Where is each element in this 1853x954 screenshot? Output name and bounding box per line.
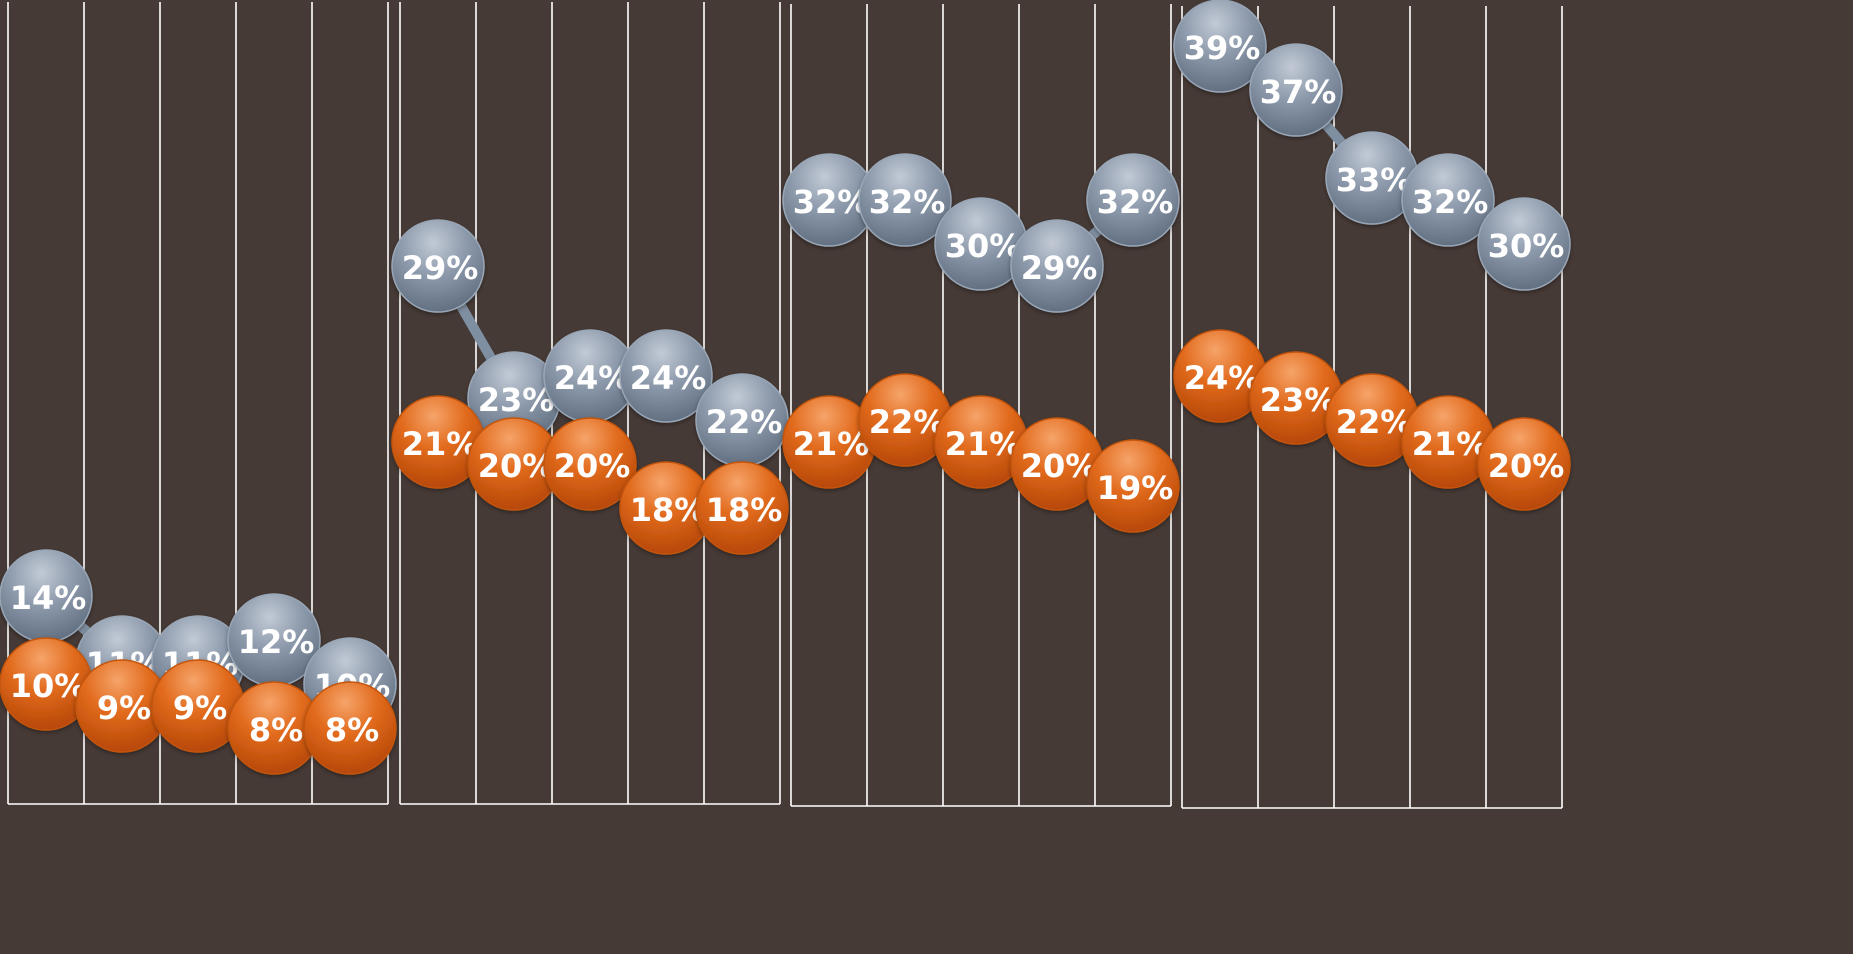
data-point-orange: 18% bbox=[619, 461, 713, 555]
data-point-gray: 12% bbox=[227, 593, 321, 687]
data-label: 22% bbox=[706, 403, 783, 441]
data-label: 29% bbox=[1021, 249, 1098, 287]
data-point-orange: 20% bbox=[467, 417, 561, 511]
bubbles-layer: 14%11%11%12%10%10%9%9%8%8%29%23%24%24%22… bbox=[0, 0, 1571, 775]
data-point-gray: 32% bbox=[1401, 153, 1495, 247]
data-point-orange: 22% bbox=[858, 373, 952, 467]
data-label: 32% bbox=[1412, 183, 1489, 221]
data-point-gray: 30% bbox=[1477, 197, 1571, 291]
data-label: 23% bbox=[478, 381, 555, 419]
data-label: 8% bbox=[325, 711, 379, 749]
data-label: 24% bbox=[1184, 359, 1261, 397]
bubble-marker bbox=[1249, 43, 1343, 137]
data-label: 21% bbox=[1412, 425, 1489, 463]
data-point-orange: 9% bbox=[75, 659, 169, 753]
data-label: 39% bbox=[1184, 29, 1261, 67]
data-label: 20% bbox=[1488, 447, 1565, 485]
bubble-marker bbox=[543, 417, 637, 511]
data-point-orange: 8% bbox=[227, 681, 321, 775]
data-label: 9% bbox=[173, 689, 227, 727]
bubble-marker bbox=[391, 219, 485, 313]
data-point-orange: 18% bbox=[695, 461, 789, 555]
data-point-gray: 29% bbox=[1010, 219, 1104, 313]
data-point-orange: 19% bbox=[1086, 439, 1180, 533]
data-point-orange: 21% bbox=[1401, 395, 1495, 489]
data-point-orange: 8% bbox=[303, 681, 397, 775]
data-point-gray: 24% bbox=[619, 329, 713, 423]
data-point-orange: 20% bbox=[543, 417, 637, 511]
data-label: 20% bbox=[1021, 447, 1098, 485]
data-point-gray: 32% bbox=[1086, 153, 1180, 247]
bubble-marker bbox=[695, 461, 789, 555]
data-point-orange: 9% bbox=[151, 659, 245, 753]
bubble-marker bbox=[1086, 153, 1180, 247]
bubble-marker bbox=[858, 153, 952, 247]
data-label: 9% bbox=[97, 689, 151, 727]
data-label: 24% bbox=[630, 359, 707, 397]
data-label: 30% bbox=[1488, 227, 1565, 265]
data-label: 21% bbox=[945, 425, 1022, 463]
data-label: 8% bbox=[249, 711, 303, 749]
data-point-orange: 20% bbox=[1477, 417, 1571, 511]
data-label: 30% bbox=[945, 227, 1022, 265]
data-point-gray: 29% bbox=[391, 219, 485, 313]
data-label: 29% bbox=[402, 249, 479, 287]
bubble-marker bbox=[1086, 439, 1180, 533]
data-point-orange: 22% bbox=[1325, 373, 1419, 467]
data-label: 20% bbox=[478, 447, 555, 485]
bubble-marker bbox=[1477, 417, 1571, 511]
bubble-marker bbox=[619, 329, 713, 423]
data-label: 21% bbox=[402, 425, 479, 463]
data-label: 12% bbox=[238, 623, 315, 661]
data-label: 33% bbox=[1336, 161, 1413, 199]
data-label: 18% bbox=[630, 491, 707, 529]
data-label: 37% bbox=[1260, 73, 1337, 111]
data-label: 22% bbox=[869, 403, 946, 441]
data-point-orange: 24% bbox=[1173, 329, 1267, 423]
data-label: 20% bbox=[554, 447, 631, 485]
data-point-gray: 32% bbox=[782, 153, 876, 247]
bubble-marker bbox=[1010, 219, 1104, 313]
data-label: 14% bbox=[10, 579, 87, 617]
data-label: 32% bbox=[1097, 183, 1174, 221]
bubble-marker bbox=[303, 681, 397, 775]
data-point-gray: 14% bbox=[0, 549, 93, 643]
data-point-gray: 37% bbox=[1249, 43, 1343, 137]
data-label: 24% bbox=[554, 359, 631, 397]
bubble-marker bbox=[1401, 153, 1495, 247]
data-label: 19% bbox=[1097, 469, 1174, 507]
data-point-gray: 39% bbox=[1173, 0, 1267, 93]
data-point-orange: 10% bbox=[0, 637, 93, 731]
data-point-orange: 20% bbox=[1010, 417, 1104, 511]
data-label: 32% bbox=[793, 183, 870, 221]
data-point-gray: 32% bbox=[858, 153, 952, 247]
data-point-gray: 22% bbox=[695, 373, 789, 467]
data-point-gray: 30% bbox=[934, 197, 1028, 291]
data-point-orange: 21% bbox=[391, 395, 485, 489]
bubble-marker bbox=[1173, 0, 1267, 93]
data-label: 22% bbox=[1336, 403, 1413, 441]
data-label: 23% bbox=[1260, 381, 1337, 419]
data-label: 21% bbox=[793, 425, 870, 463]
data-point-gray: 33% bbox=[1325, 131, 1419, 225]
data-label: 10% bbox=[10, 667, 87, 705]
data-label: 18% bbox=[706, 491, 783, 529]
data-point-gray: 23% bbox=[467, 351, 561, 445]
bubble-marker bbox=[1477, 197, 1571, 291]
data-label: 32% bbox=[869, 183, 946, 221]
